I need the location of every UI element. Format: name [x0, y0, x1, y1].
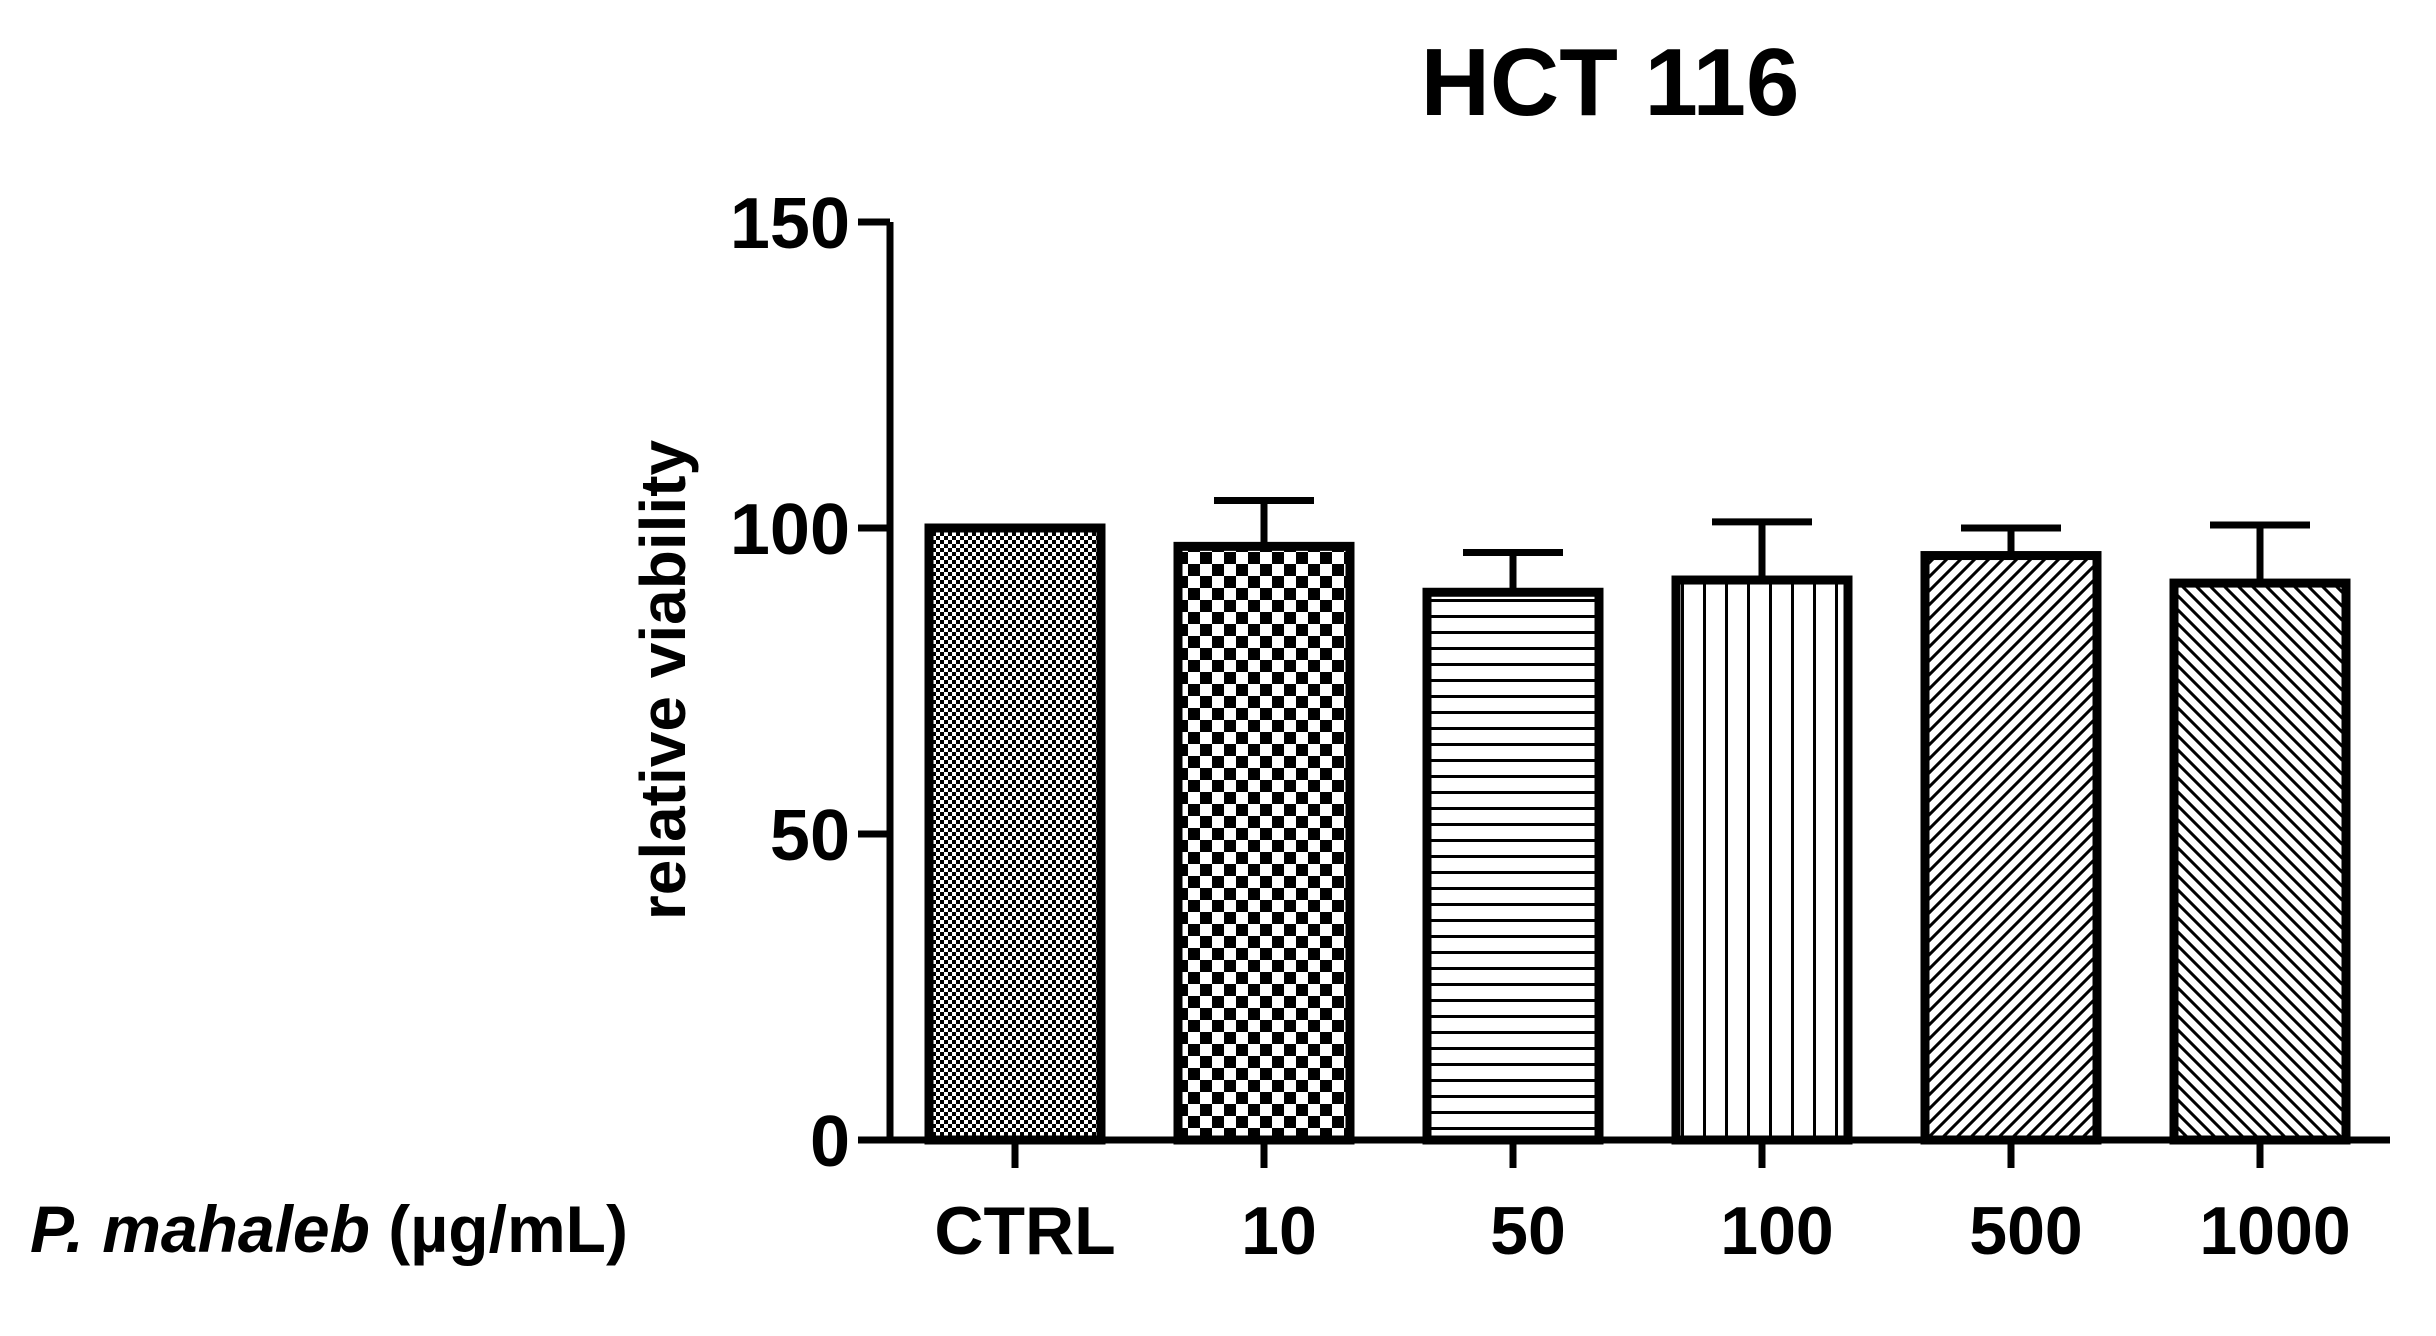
x-axis-title-unit: (µg/mL) — [370, 1192, 628, 1266]
bar-10 — [1173, 541, 1355, 1145]
bar-500 — [1920, 551, 2102, 1145]
y-ticks: 0 50 100 150 — [730, 184, 890, 1182]
bar-1000 — [2169, 578, 2351, 1145]
x-tick-label-50: 50 — [1490, 1193, 1566, 1269]
y-tick-label: 100 — [730, 490, 850, 570]
y-axis-title: relative viability — [627, 439, 699, 920]
chart-title: HCT 116 — [1421, 29, 1800, 136]
y-tick-label: 0 — [810, 1102, 850, 1182]
x-tick-label-100: 100 — [1720, 1193, 1833, 1269]
x-ticks: CTRL 10 50 100 500 1000 — [934, 1140, 2351, 1269]
bar-ctrl — [924, 523, 1106, 1145]
x-tick-label-1000: 1000 — [2199, 1193, 2350, 1269]
x-tick-label-ctrl: CTRL — [934, 1193, 1115, 1269]
bar-100 — [1671, 575, 1853, 1145]
x-tick-label-500: 500 — [1969, 1193, 2082, 1269]
axes — [886, 222, 2390, 1144]
y-axis-title-group: relative viability — [627, 439, 699, 920]
bars — [924, 523, 2351, 1145]
x-axis-title: P. mahaleb (µg/mL) — [30, 1192, 628, 1266]
error-bars — [1214, 496, 2310, 593]
x-axis-title-species: P. mahaleb — [30, 1192, 370, 1266]
y-tick-label: 150 — [730, 184, 850, 264]
bar-50 — [1422, 587, 1604, 1145]
y-tick-label: 50 — [770, 796, 850, 876]
x-tick-label-10: 10 — [1241, 1193, 1317, 1269]
